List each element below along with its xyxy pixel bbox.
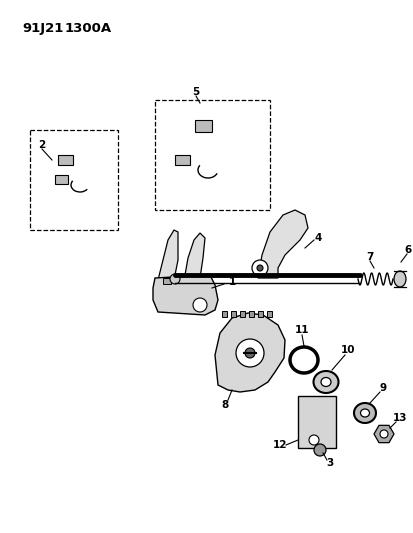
Polygon shape [158,230,178,280]
Circle shape [313,444,325,456]
Text: 6: 6 [404,245,411,255]
Ellipse shape [353,403,375,423]
Text: 7: 7 [366,252,373,262]
Bar [55,175,68,184]
Ellipse shape [393,271,405,287]
Polygon shape [373,425,393,443]
Circle shape [192,298,206,312]
Circle shape [379,430,387,438]
Text: 4: 4 [313,233,321,243]
Bar [297,396,335,448]
Text: 12: 12 [272,440,287,450]
Circle shape [235,339,263,367]
Text: 91J21: 91J21 [22,22,63,35]
Polygon shape [153,275,218,315]
Text: 2: 2 [38,140,45,150]
Text: 11: 11 [294,325,309,335]
Bar [163,278,171,284]
Circle shape [256,265,262,271]
Circle shape [244,348,254,358]
Bar [195,120,211,132]
Ellipse shape [313,371,338,393]
Text: 1300A: 1300A [65,22,112,35]
Bar [230,311,235,317]
Bar [221,311,226,317]
Polygon shape [257,210,307,278]
Circle shape [170,274,180,284]
Bar [266,311,271,317]
Bar [154,100,269,210]
Bar [257,311,262,317]
Text: 8: 8 [221,400,228,410]
Text: 1: 1 [228,277,235,287]
Bar [248,311,254,317]
Bar [30,130,118,230]
Circle shape [308,435,318,445]
Bar [175,155,190,165]
Bar [58,155,73,165]
Text: 5: 5 [192,87,199,97]
Text: 3: 3 [325,458,333,468]
Ellipse shape [360,409,369,417]
Text: 9: 9 [379,383,386,393]
Text: 13: 13 [392,413,406,423]
Ellipse shape [320,377,330,386]
Polygon shape [214,313,284,392]
Bar [240,311,244,317]
Circle shape [252,260,267,276]
Polygon shape [185,233,204,278]
Text: 10: 10 [340,345,354,355]
